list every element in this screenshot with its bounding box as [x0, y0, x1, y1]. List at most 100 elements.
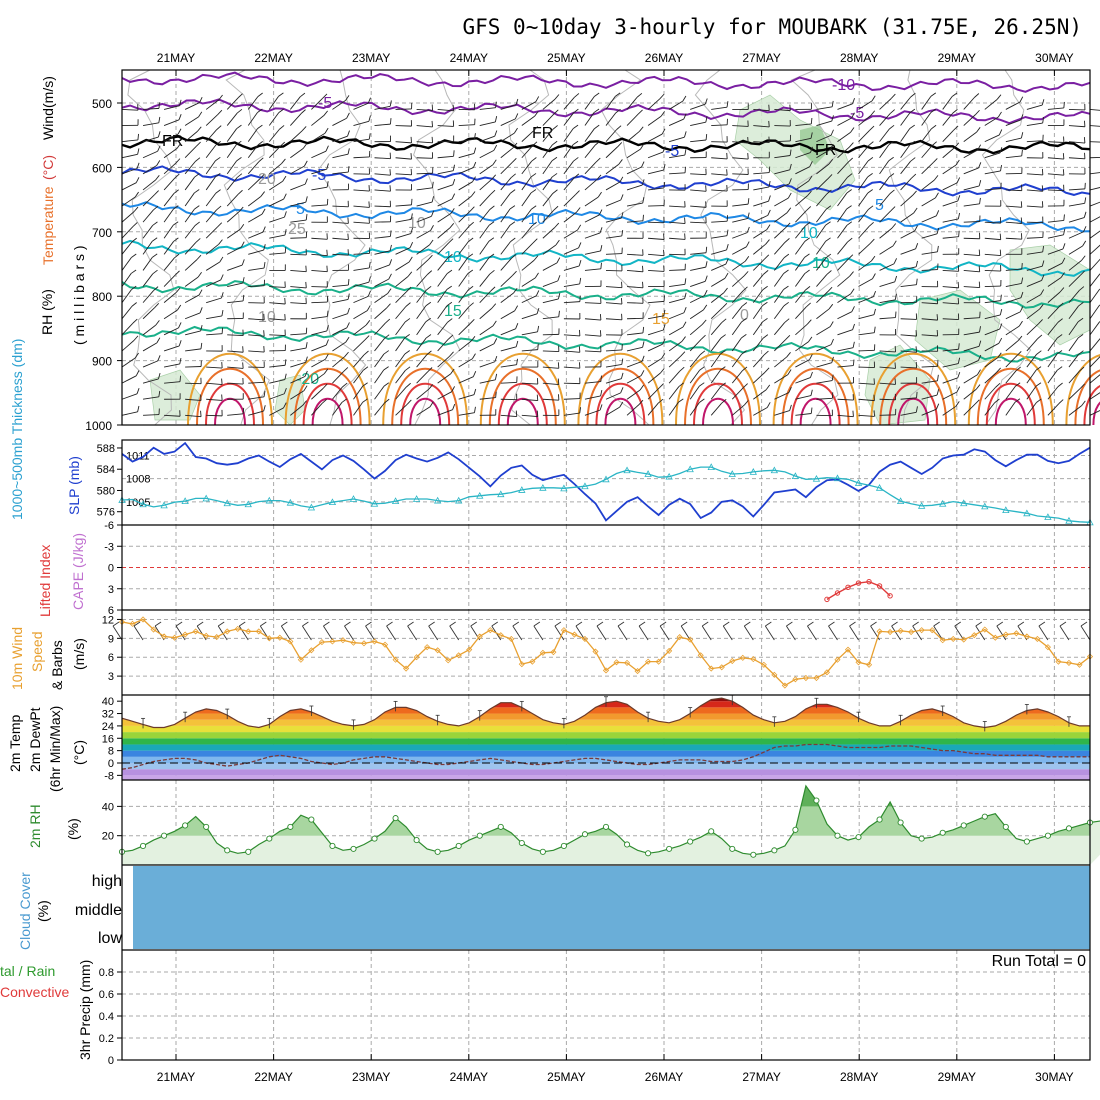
- wind-barb: [963, 167, 979, 175]
- wind-barb: [659, 93, 665, 100]
- wind-barb: [942, 405, 957, 416]
- surface-wind-barb: [449, 621, 456, 627]
- wind-barb: [745, 241, 750, 248]
- wind-barb: [261, 208, 266, 215]
- warm-isotherm: [577, 352, 664, 426]
- wind-barb: [921, 112, 932, 126]
- wind-barb: [332, 253, 349, 256]
- wind-barb: [766, 402, 771, 408]
- wind-barb: [1063, 101, 1065, 108]
- wind-speed-point: [655, 658, 662, 665]
- wind-barb: [963, 253, 980, 256]
- wind-barb: [364, 335, 370, 341]
- thickness-point: [539, 483, 547, 491]
- wind-barb: [437, 273, 448, 287]
- wind-barb: [158, 372, 161, 380]
- wind-barb: [726, 101, 729, 108]
- wind-barb: [1047, 386, 1059, 400]
- temp-tick-label: 16: [102, 733, 114, 745]
- warm-isotherm: [781, 367, 850, 426]
- wind-barb: [458, 323, 471, 336]
- wind-barb: [521, 349, 538, 352]
- wind-barb: [1019, 96, 1024, 103]
- wind-barb: [786, 207, 792, 213]
- wind-barb: [290, 302, 307, 305]
- wind-barb: [1080, 383, 1085, 389]
- wind-barb: [215, 156, 221, 162]
- wind-barb: [789, 163, 792, 170]
- wind-barb: [594, 92, 600, 97]
- wind-barb: [816, 362, 832, 368]
- p1-millibars-label: ( m i l l i b a r s ): [71, 245, 87, 345]
- wind-barb: [1026, 140, 1043, 143]
- wind-speed-point: [255, 628, 262, 635]
- wind-barb: [199, 307, 203, 314]
- warm-isotherm: [187, 352, 273, 426]
- wind-barb: [185, 414, 202, 418]
- surface-wind-barb: [554, 625, 565, 641]
- surface-wind-barb: [807, 625, 817, 641]
- wind-barb: [858, 278, 873, 287]
- wind-barb: [852, 323, 855, 330]
- thickness-tick-label: 580: [97, 485, 115, 497]
- wind-barb: [721, 398, 727, 404]
- wind-barb: [684, 149, 687, 156]
- wind-barb: [205, 160, 216, 175]
- wind-barb: [704, 275, 708, 282]
- wind-barb: [752, 371, 766, 384]
- wind-barb: [593, 108, 600, 113]
- wind-speed-point: [645, 658, 652, 665]
- p7-cloud-label: Cloud Cover: [17, 872, 33, 950]
- rh-point: [897, 819, 904, 826]
- wind-barb: [690, 252, 707, 255]
- wind-barb: [626, 375, 642, 384]
- wind-barb: [205, 176, 216, 191]
- wind-barb: [850, 288, 855, 295]
- wind-barb: [563, 160, 574, 175]
- wind-barb: [194, 205, 200, 210]
- wind-barb: [795, 273, 806, 287]
- wind-barb: [787, 369, 792, 375]
- wind-barb: [620, 372, 624, 379]
- wind-barb: [248, 285, 265, 287]
- wind-barb: [500, 364, 517, 368]
- wind-barb: [553, 109, 559, 115]
- wind-barb: [942, 236, 959, 239]
- warm-isotherm: [790, 382, 841, 426]
- surface-wind-barb: [238, 625, 249, 641]
- wind-barb: [178, 114, 182, 120]
- wind-barb: [535, 96, 540, 102]
- wind-barb: [888, 173, 895, 178]
- wind-barb: [900, 96, 912, 110]
- wind-barb: [248, 396, 265, 400]
- wind-barb: [163, 162, 177, 175]
- wind-barb: [387, 288, 392, 294]
- wind-barb: [367, 290, 371, 297]
- wind-barb: [1068, 245, 1083, 255]
- wind-barb: [426, 270, 433, 275]
- wind-barb: [416, 125, 433, 128]
- wind-barb: [710, 386, 722, 400]
- wind-barb: [1040, 289, 1045, 295]
- wind-barb: [184, 276, 199, 287]
- wind-barb: [1026, 251, 1043, 255]
- wind-barb: [521, 209, 532, 223]
- contour-label: 15: [652, 311, 670, 328]
- wind-barb: [615, 92, 621, 97]
- wind-barb: [536, 307, 540, 314]
- wind-barb: [184, 225, 196, 239]
- wind-barb: [542, 128, 554, 142]
- wind-barb: [699, 398, 705, 403]
- date-label-bottom: 28MAY: [840, 1070, 878, 1084]
- wind-barb: [584, 318, 601, 321]
- wind-barb: [668, 100, 684, 110]
- wind-barb: [195, 141, 201, 147]
- wind-barb: [283, 193, 287, 200]
- wind-barb: [795, 180, 809, 191]
- wind-barb: [1068, 290, 1080, 303]
- wind-barb: [215, 189, 221, 194]
- wind-barb: [563, 265, 580, 271]
- wind-barb: [323, 110, 328, 116]
- wind-barb: [726, 169, 728, 176]
